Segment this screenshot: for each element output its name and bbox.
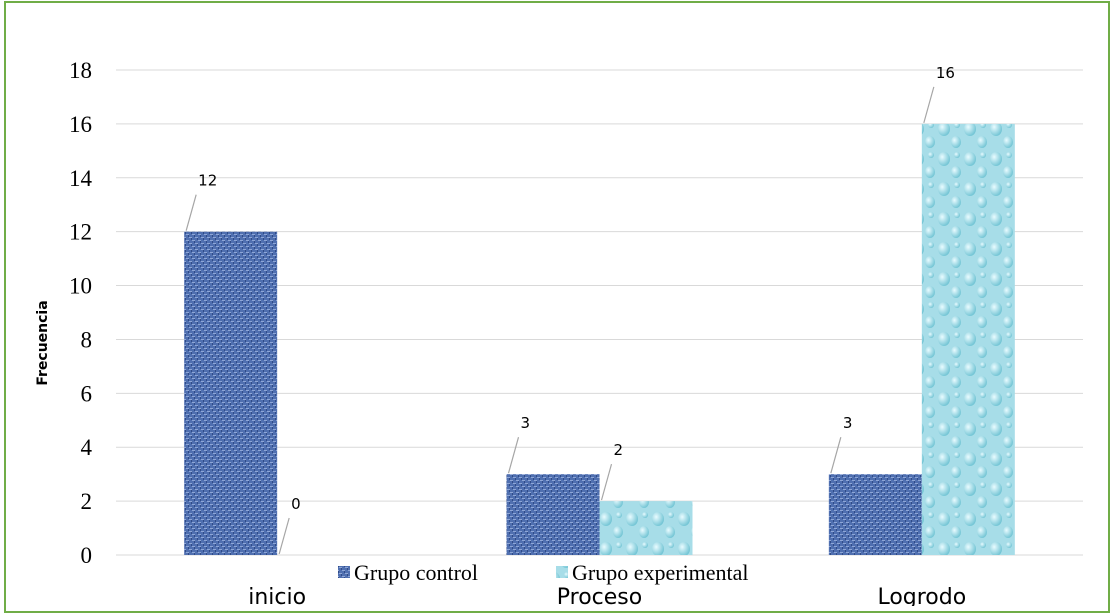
data-label-leader: [507, 437, 520, 474]
bar: [921, 123, 1015, 555]
data-label: 16: [936, 64, 955, 82]
category-label: Proceso: [557, 585, 642, 606]
category-label: inicio: [248, 585, 306, 606]
y-tick-label: 6: [81, 381, 93, 406]
data-labels: 12 0 3 2 3 16: [185, 64, 955, 555]
data-label: 2: [614, 441, 624, 459]
bars: [184, 123, 1015, 555]
category-labels: inicio Proceso Logrodo: [248, 585, 966, 606]
data-label: 3: [521, 414, 531, 432]
legend: Grupo control Grupo experimental: [338, 560, 749, 585]
y-tick-label: 4: [81, 435, 93, 460]
data-label-leader: [185, 194, 197, 231]
y-tick-label: 16: [69, 112, 92, 137]
bar: [599, 501, 693, 555]
y-tick-label: 12: [69, 220, 92, 245]
y-tick-label: 2: [81, 489, 93, 514]
data-label-leader: [600, 463, 613, 501]
y-tick-label: 18: [69, 58, 92, 83]
bar: [506, 474, 600, 555]
legend-label: Grupo control: [354, 560, 478, 585]
y-axis-label: Frecuencia: [35, 300, 51, 385]
legend-swatch: [556, 566, 568, 578]
data-label-leader: [278, 517, 290, 555]
data-label: 3: [843, 414, 853, 432]
y-tick-label: 10: [69, 274, 92, 299]
bar: [184, 231, 278, 555]
data-label-leader: [830, 437, 842, 474]
data-label: 12: [198, 172, 217, 190]
category-label: Logrodo: [877, 585, 966, 606]
legend-swatch: [338, 566, 350, 578]
legend-label: Grupo experimental: [572, 560, 749, 585]
y-tick-labels: 0 2 4 6 8 10 12 14 16 18: [69, 58, 93, 568]
y-tick-label: 14: [69, 166, 93, 191]
y-tick-label: 0: [81, 543, 93, 568]
y-tick-label: 8: [81, 327, 93, 352]
data-label: 0: [291, 495, 301, 513]
bar: [828, 474, 922, 555]
data-label-leader: [923, 86, 935, 124]
